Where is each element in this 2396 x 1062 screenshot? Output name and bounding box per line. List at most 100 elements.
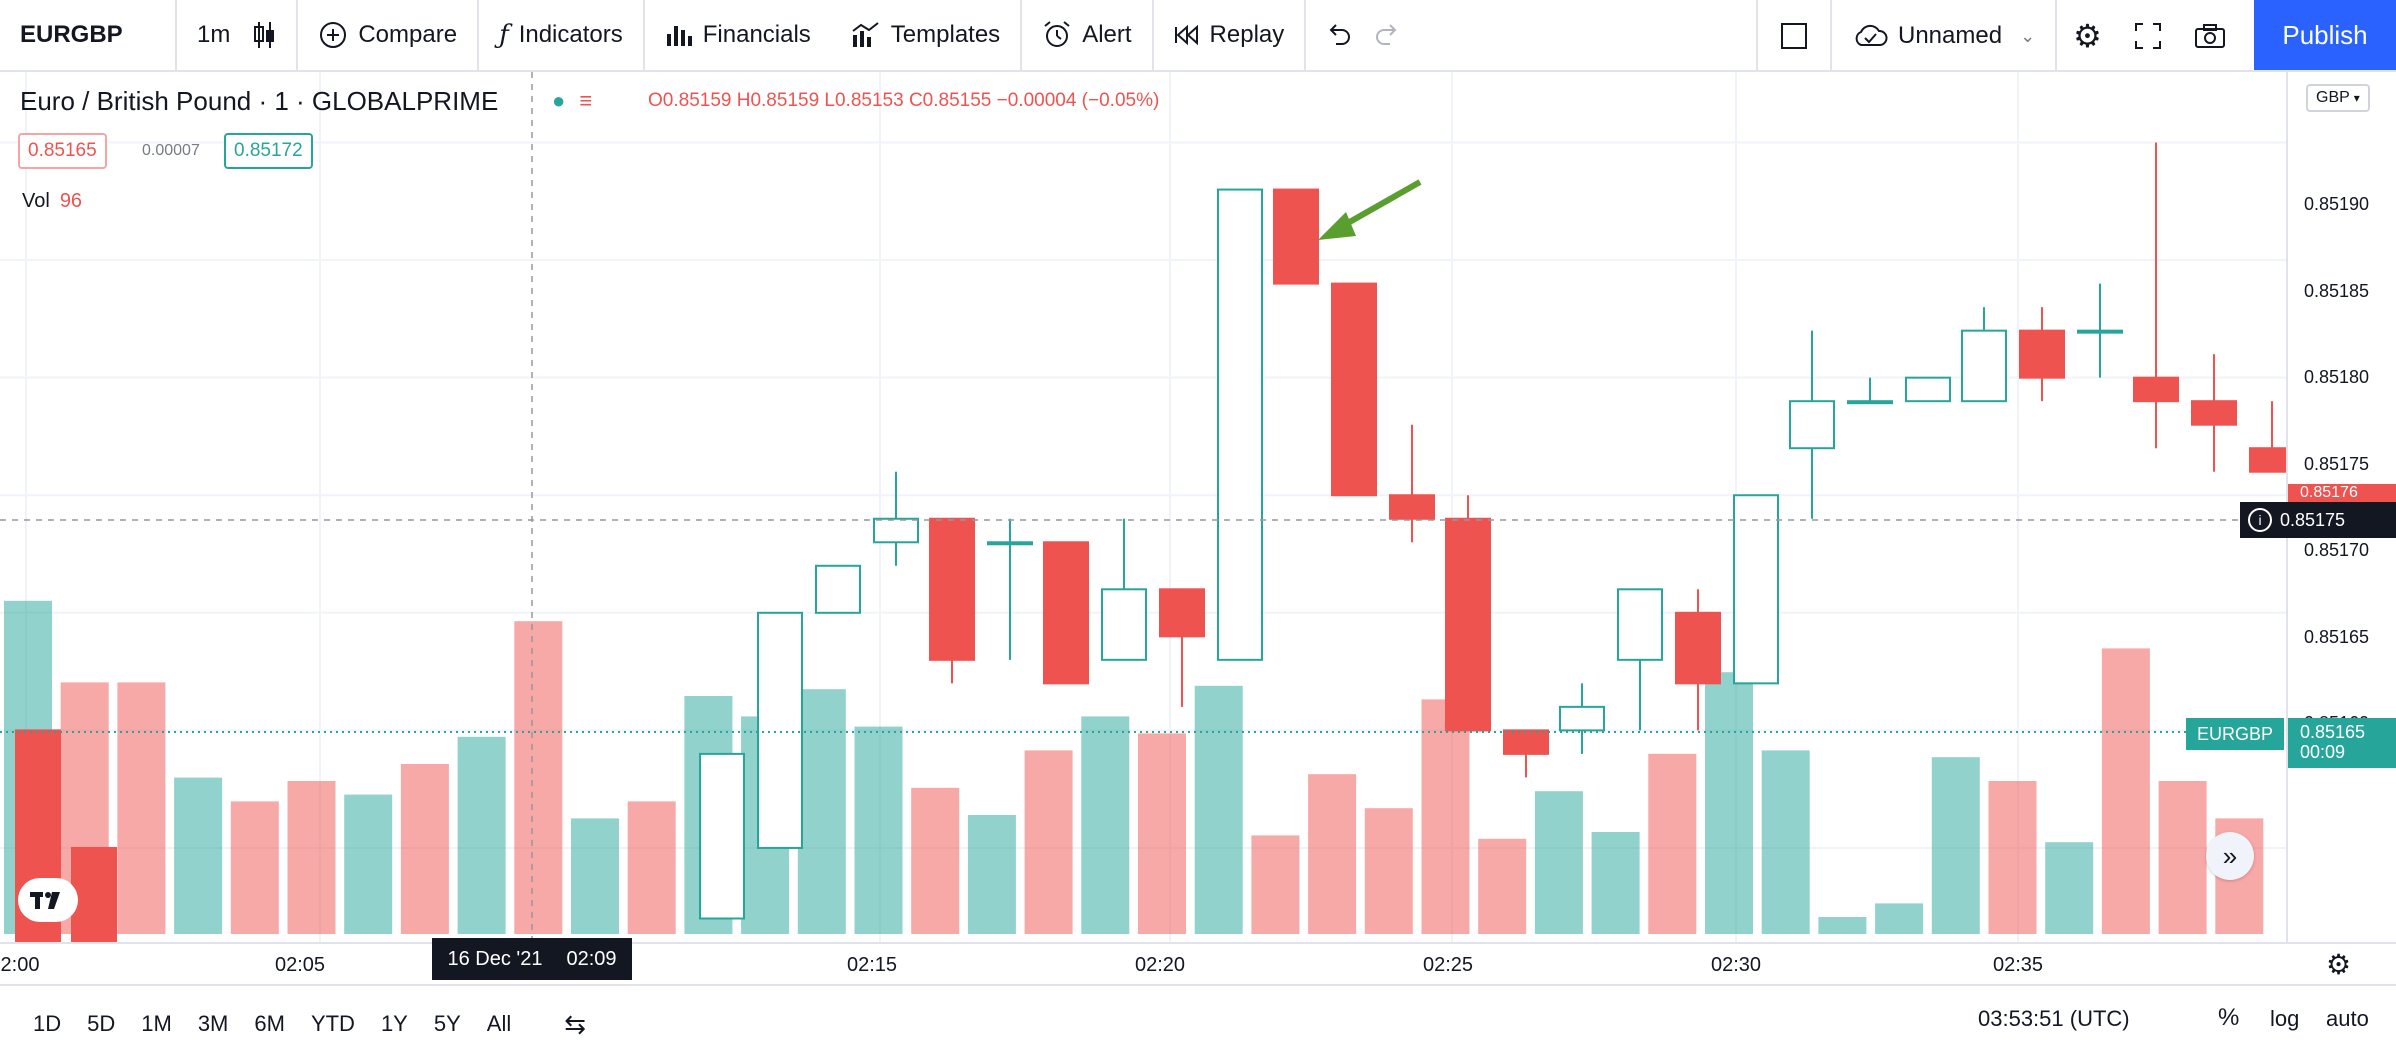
interval-button[interactable]: 1m (177, 0, 296, 71)
log-scale-toggle[interactable]: log (2270, 1006, 2300, 1031)
candle (71, 846, 117, 942)
candle-body (1733, 494, 1779, 685)
volume-bar (1818, 917, 1867, 934)
candle-body (873, 517, 919, 544)
utc-clock[interactable]: 03:53:51 (UTC) (1978, 1006, 2130, 1031)
volume-bar (1081, 716, 1130, 934)
legend-title[interactable]: Euro / British Pound · 1 · GLOBALPRIME (20, 86, 499, 116)
gear-icon: ⚙ (2073, 18, 2102, 54)
buy-price-button[interactable]: 0.85172 (224, 133, 313, 169)
tradingview-logo-icon (30, 892, 60, 909)
auto-scale-toggle[interactable]: auto (2326, 1006, 2369, 1031)
chart-canvas[interactable] (0, 72, 2286, 942)
range-5d[interactable]: 5D (87, 1011, 116, 1036)
time-label: 02:35 (1992, 954, 2044, 976)
volume-bar (117, 682, 166, 934)
camera-icon (2194, 23, 2226, 49)
bar-chart-icon (665, 22, 693, 48)
candle (699, 752, 745, 920)
axis-settings-gear-icon[interactable]: ⚙ (2326, 949, 2352, 980)
range-5y[interactable]: 5Y (433, 1011, 461, 1036)
undo-redo-group (1306, 0, 1420, 71)
range-1d[interactable]: 1D (33, 1011, 62, 1036)
crosshair-time: 02:09 (566, 947, 617, 970)
menu-lines-icon: ≡ (579, 88, 593, 113)
redo-icon[interactable] (1374, 24, 1400, 46)
toolbar-divider (1151, 0, 1154, 71)
candle (1789, 330, 1835, 519)
tradingview-logo[interactable] (18, 878, 78, 922)
sell-price-button[interactable]: 0.85165 (18, 133, 107, 169)
layout-toggle-button[interactable] (1758, 0, 1830, 72)
candle (1675, 589, 1721, 731)
volume-bar (1251, 835, 1300, 934)
candle-body (1389, 494, 1435, 520)
range-3m[interactable]: 3M (197, 1011, 229, 1036)
range-1y[interactable]: 1Y (380, 1011, 408, 1036)
candle-body (1961, 329, 2007, 403)
volume-bar (1705, 672, 1753, 934)
volume-legend[interactable]: Vol 96 (22, 190, 82, 213)
candle (1101, 518, 1147, 661)
candle-body (987, 541, 1033, 546)
candle-body (1101, 588, 1147, 661)
volume-bar (2158, 781, 2207, 934)
candle (1445, 495, 1491, 732)
candle (1961, 307, 2007, 403)
volume-bar (400, 764, 449, 934)
square-layout-icon (1780, 22, 1808, 50)
range-all[interactable]: All (486, 1011, 512, 1036)
replay-button[interactable]: Replay (1154, 0, 1305, 71)
price-label: 0.85185 (2304, 280, 2370, 301)
alarm-clock-icon (1042, 20, 1072, 50)
candle (1905, 376, 1951, 403)
range-6m[interactable]: 6M (254, 1011, 285, 1036)
templates-button[interactable]: Templates (831, 0, 1020, 71)
financials-button[interactable]: Financials (645, 0, 831, 71)
range-ytd[interactable]: YTD (310, 1011, 355, 1036)
chart-pane[interactable] (0, 72, 2286, 942)
volume-bar (1024, 750, 1073, 934)
settings-button[interactable]: ⚙ (2057, 0, 2118, 72)
candle-body (1675, 611, 1721, 685)
price-label: 0.85175 (2304, 453, 2370, 474)
goto-date-icon[interactable]: ⇆ (564, 1008, 587, 1039)
volume-bar (911, 787, 960, 934)
chevron-down-icon: ⌄ (2020, 25, 2036, 46)
toolbar-divider (1830, 0, 1832, 72)
toolbar-divider (2055, 0, 2058, 72)
symbol-search-button[interactable]: EURGBP (20, 21, 123, 48)
volume-bar (174, 777, 223, 934)
range-1m[interactable]: 1M (141, 1011, 172, 1036)
compare-button[interactable]: Compare (298, 0, 477, 71)
plus-circle-icon (318, 20, 348, 50)
volume-bar (1931, 757, 1980, 934)
time-axis[interactable]: 2:00 02:05 02:15 02:20 02:25 02:30 02:35 (0, 942, 2396, 984)
candle (2019, 307, 2065, 402)
candle (1217, 188, 1263, 661)
candle-body (71, 846, 117, 942)
candle-body (2133, 376, 2179, 403)
alert-button[interactable]: Alert (1022, 0, 1151, 71)
indicators-label: Indicators (518, 21, 623, 48)
scroll-to-realtime-button[interactable]: » (2206, 832, 2254, 880)
percent-scale-toggle[interactable]: % (2218, 1004, 2240, 1031)
fullscreen-button[interactable] (2118, 0, 2178, 72)
indicators-button[interactable]: ƒ Indicators (479, 0, 643, 71)
candles-chart-type-icon[interactable] (254, 20, 276, 50)
volume-bar (1421, 699, 1470, 934)
candle (1389, 424, 1435, 543)
candle (1617, 588, 1663, 731)
layout-name-button[interactable]: Unnamed ⌄ (1832, 0, 2055, 72)
snapshot-button[interactable] (2178, 0, 2242, 72)
undo-icon[interactable] (1326, 24, 1352, 46)
publish-button[interactable]: Publish (2254, 0, 2396, 70)
legend-status[interactable]: ● ≡ (552, 88, 592, 114)
price-label: 0.85165 (2304, 626, 2370, 647)
symbol-price-tag: EURGBP (2186, 718, 2284, 750)
candle (1043, 541, 1089, 685)
currency-selector[interactable]: GBP ▾ (2306, 84, 2370, 112)
double-chevron-right-icon: » (2222, 840, 2238, 871)
candle-body (1905, 376, 1951, 403)
volume-bar (2045, 842, 2094, 934)
